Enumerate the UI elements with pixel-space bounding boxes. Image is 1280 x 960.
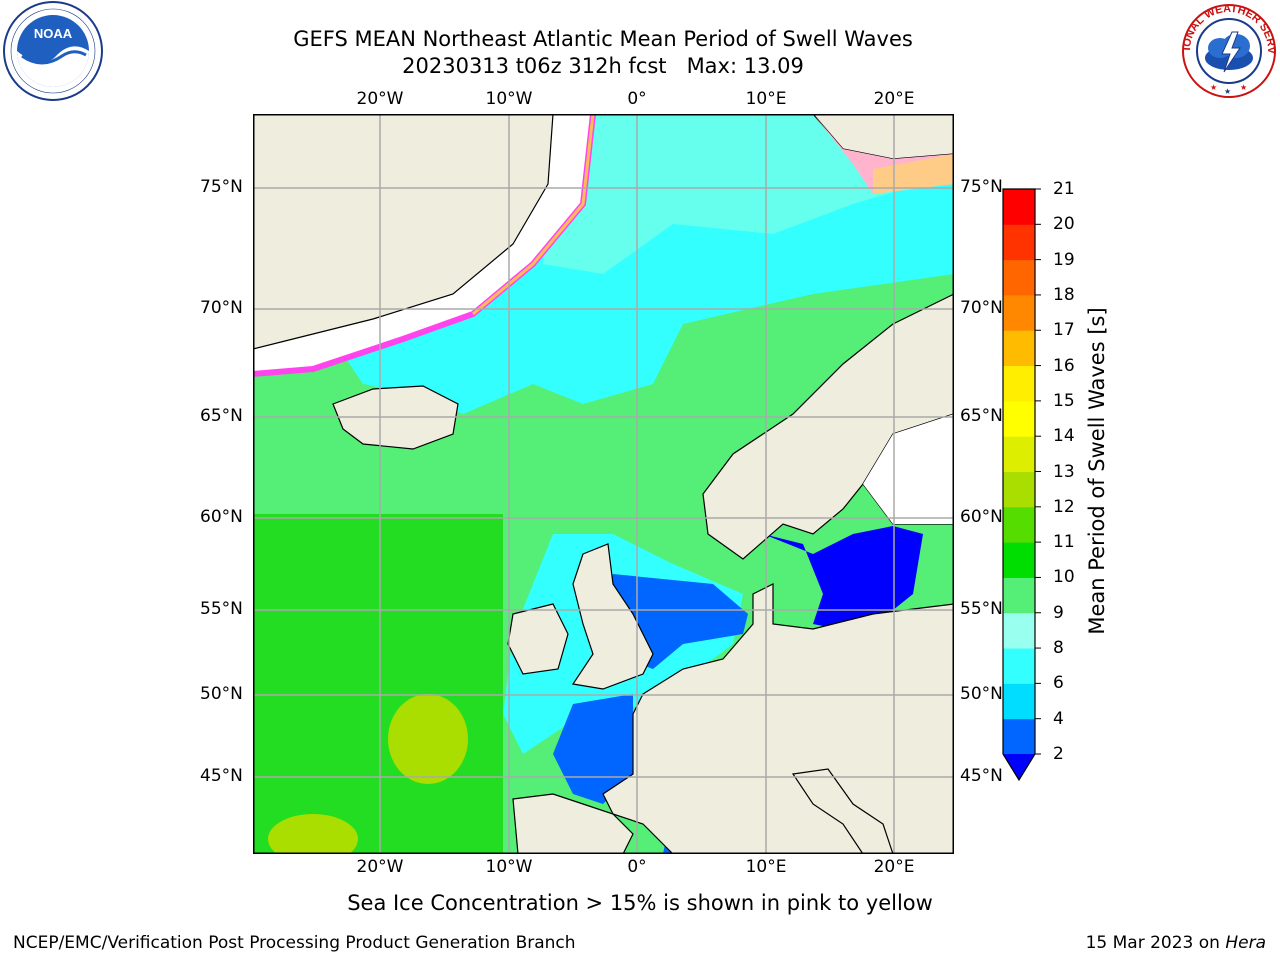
colorbar-segment	[1003, 612, 1035, 649]
colorbar-segment	[1003, 436, 1035, 472]
colorbar-segment	[1003, 577, 1035, 614]
colorbar-tick-label: 21	[1053, 179, 1075, 199]
lon-label-20w-top: 20°W	[356, 89, 404, 109]
colorbar	[1002, 188, 1041, 782]
colorbar-segment	[1003, 259, 1035, 296]
svg-text:★: ★	[1224, 87, 1231, 96]
great-britain-land	[571, 543, 654, 690]
lat-label-70n-right: 70°N	[960, 298, 1003, 318]
greenland-land	[253, 114, 554, 350]
sea-ice-note: Sea Ice Concentration > 15% is shown in …	[347, 891, 933, 915]
nws-logo: NATIONAL WEATHER SERVICE ★ ★ ★	[1180, 2, 1277, 98]
svg-text:★: ★	[1240, 83, 1247, 92]
map-title: GEFS MEAN Northeast Atlantic Mean Period…	[293, 27, 913, 51]
lon-label-0-top: 0°	[627, 89, 647, 109]
graticule	[253, 114, 954, 854]
lat-label-45n-right: 45°N	[960, 766, 1003, 786]
ireland-land	[507, 603, 569, 675]
colorbar-segment	[1003, 189, 1035, 225]
colorbar-title: Mean Period of Swell Waves [s]	[1085, 307, 1109, 635]
gulf-of-bothnia-ice	[863, 414, 954, 524]
lon-label-10e-bottom: 10°E	[745, 857, 787, 877]
colorbar-segment	[1003, 718, 1035, 755]
colorbar-tick-label: 20	[1053, 214, 1075, 235]
lat-label-60n-right: 60°N	[960, 507, 1003, 527]
colorbar-segment	[1003, 542, 1035, 578]
colorbar-tick-label: 8	[1053, 638, 1064, 659]
lat-label-60n-left: 60°N	[200, 507, 243, 527]
colorbar-tick-label: 17	[1053, 320, 1075, 341]
map-canvas	[253, 114, 954, 854]
colorbar-tick-label: 12	[1053, 496, 1075, 517]
lon-label-20w-bottom: 20°W	[356, 857, 404, 877]
noaa-logo: NOAA	[3, 1, 103, 101]
colorbar-segment	[1003, 683, 1035, 720]
colorbar-tick-label: 10	[1053, 567, 1075, 588]
lat-label-75n-left: 75°N	[200, 177, 243, 197]
colorbar-tick-label: 18	[1053, 284, 1075, 305]
iberia-land	[512, 793, 634, 854]
lon-label-10w-top: 10°W	[485, 89, 533, 109]
colorbar-tick-label: 14	[1053, 426, 1075, 447]
swell-zone-11s	[253, 514, 503, 854]
europe-land	[602, 583, 954, 854]
colorbar-extend-triangle	[1003, 754, 1035, 780]
lon-label-10w-bottom: 10°W	[485, 857, 533, 877]
lat-label-50n-right: 50°N	[960, 684, 1003, 704]
swell-zone-2s-baltic	[763, 526, 923, 634]
colorbar-tick-label: 2	[1053, 744, 1064, 764]
colorbar-tick-label: 13	[1053, 461, 1075, 482]
swell-zone-12s	[388, 694, 468, 784]
colorbar-segment	[1003, 400, 1035, 437]
map-subtitle: 20230313 t06z 312h fcst Max: 13.09	[402, 54, 804, 78]
lat-label-75n-right: 75°N	[960, 177, 1003, 197]
swell-zone-12s-south	[268, 814, 358, 854]
lat-label-50n-left: 50°N	[200, 684, 243, 704]
colorbar-segment	[1003, 294, 1035, 331]
map-frame	[253, 114, 954, 854]
colorbar-segment	[1003, 330, 1035, 367]
colorbar-segment	[1003, 471, 1035, 508]
lon-label-0-bottom: 0°	[627, 857, 647, 877]
colorbar-tick-label: 16	[1053, 355, 1075, 376]
colorbar-tick-label: 15	[1053, 390, 1075, 411]
colorbar-segment	[1003, 224, 1035, 261]
svg-text:★: ★	[1210, 83, 1217, 92]
noaa-logo-text: NOAA	[34, 26, 73, 41]
footer-host: Hera	[1225, 933, 1266, 953]
colorbar-outline	[1002, 188, 1036, 782]
footer-date: 15 Mar 2023 on	[1085, 933, 1226, 953]
lat-label-70n-left: 70°N	[200, 298, 243, 318]
colorbar-segment	[1003, 365, 1035, 402]
colorbar-tick-label: 6	[1053, 673, 1064, 694]
lat-label-45n-left: 45°N	[200, 766, 243, 786]
colorbar-segment	[1003, 506, 1035, 543]
lon-label-10e-top: 10°E	[745, 89, 787, 109]
lat-label-55n-left: 55°N	[200, 599, 243, 619]
lat-label-55n-right: 55°N	[960, 599, 1003, 619]
colorbar-tick-label: 19	[1053, 249, 1075, 270]
colorbar-segment	[1003, 648, 1035, 684]
footer-timestamp: 15 Mar 2023 on Hera	[1086, 933, 1266, 953]
colorbar-tick-label: 9	[1053, 602, 1064, 623]
lon-label-20e-bottom: 20°E	[873, 857, 915, 877]
lat-label-65n-left: 65°N	[200, 406, 243, 426]
colorbar-tick-label: 4	[1053, 708, 1064, 729]
colorbar-tick-label: 11	[1053, 532, 1075, 553]
lat-label-65n-right: 65°N	[960, 406, 1003, 426]
footer-producer: NCEP/EMC/Verification Post Processing Pr…	[13, 933, 576, 953]
lon-label-20e-top: 20°E	[873, 89, 915, 109]
italy-land	[791, 768, 894, 854]
